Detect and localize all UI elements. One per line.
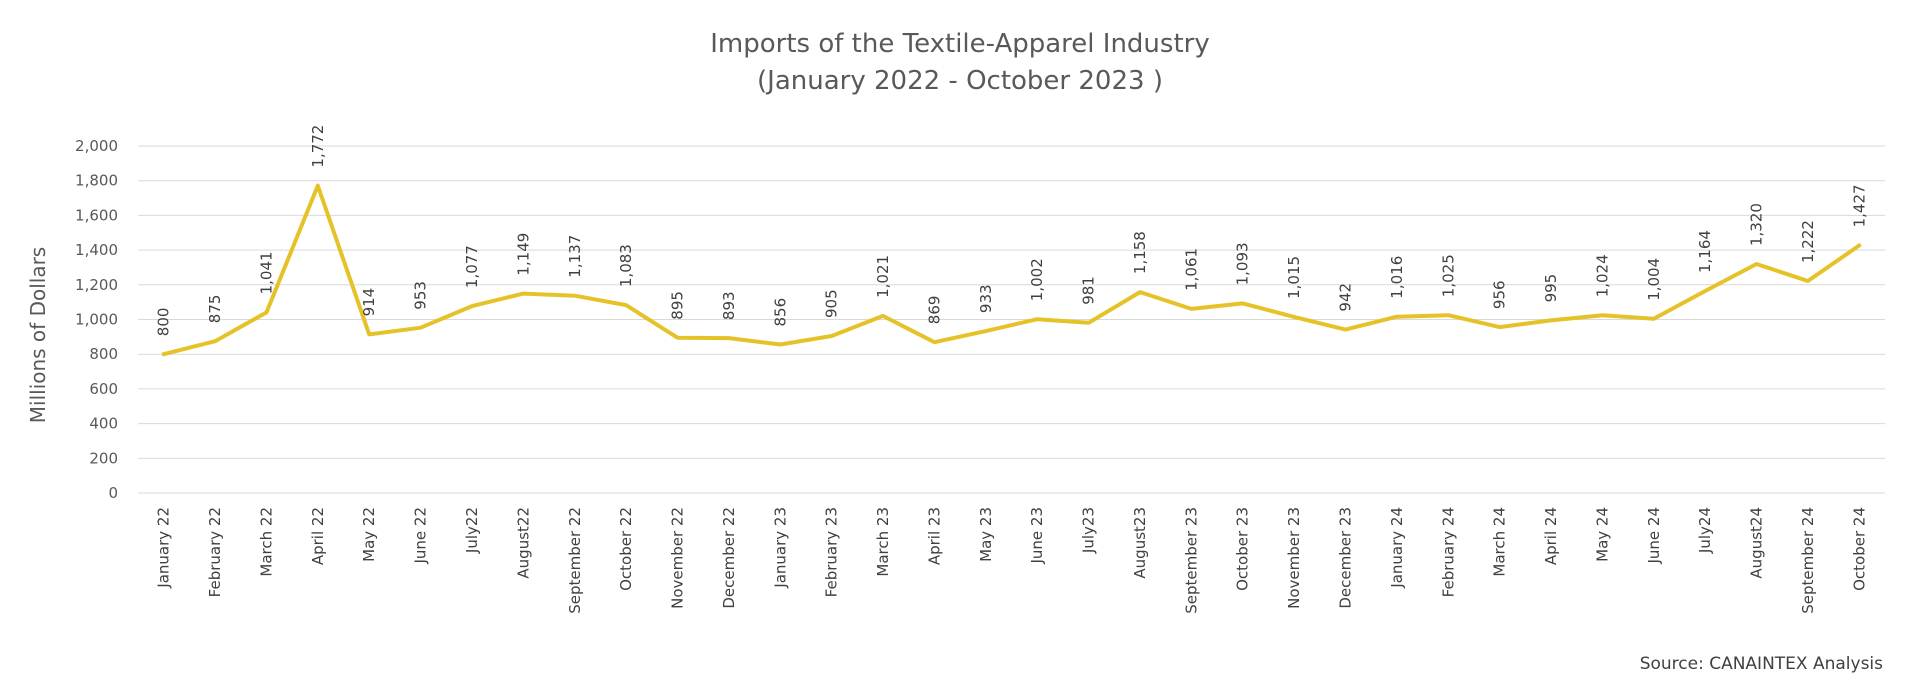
data-label: 995 — [1542, 274, 1560, 303]
gridlines — [138, 145, 1885, 494]
x-tick-label: April 23 — [925, 507, 943, 565]
data-label: 981 — [1080, 276, 1098, 305]
data-label: 953 — [412, 281, 430, 310]
y-tick-label: 200 — [89, 449, 118, 467]
data-label: 956 — [1491, 280, 1509, 309]
y-tick-label: 1,200 — [75, 276, 118, 294]
x-tick-label: January 22 — [155, 507, 173, 589]
data-label: 1,041 — [258, 251, 276, 294]
x-tick-label: July22 — [463, 507, 481, 554]
x-tick-label: June 23 — [1028, 507, 1046, 565]
x-tick-label: July23 — [1080, 507, 1098, 554]
data-label: 1,002 — [1028, 258, 1046, 301]
data-label: 1,004 — [1645, 258, 1663, 301]
y-tick-label: 1,000 — [75, 311, 118, 329]
x-tick-label: September 23 — [1182, 507, 1200, 614]
chart-subtitle: (January 2022 - October 2023 ) — [757, 66, 1163, 96]
x-tick-label: June 22 — [412, 507, 430, 565]
data-label: 1,222 — [1799, 220, 1817, 263]
x-tick-label: November 22 — [669, 507, 687, 609]
series-line — [161, 183, 1862, 357]
y-axis-ticks: 0 200 400 600 800 1,000 1,200 1,400 1,600 1,800 2,… — [75, 137, 118, 502]
data-label: 1,164 — [1696, 230, 1714, 273]
x-tick-label: December 23 — [1337, 507, 1355, 609]
data-label: 1,149 — [514, 233, 532, 276]
x-tick-label: October 22 — [617, 507, 635, 591]
x-axis-ticks: January 22 February 22 March 22 April 22 May… — [155, 507, 1869, 614]
data-label: 895 — [669, 291, 687, 320]
data-label: 933 — [977, 284, 995, 313]
data-label: 1,320 — [1748, 203, 1766, 246]
x-tick-label: May 24 — [1593, 507, 1611, 562]
data-label: 1,025 — [1439, 254, 1457, 297]
x-tick-label: August24 — [1748, 507, 1766, 579]
series-layer — [161, 183, 1862, 357]
data-label: 875 — [206, 295, 224, 324]
data-labels: 800 875 1,041 1,772 914 953 1,077 1,149 1,137 1,0… — [155, 125, 1869, 337]
x-tick-label: April 24 — [1542, 507, 1560, 565]
chart-title: Imports of the Textile-Apparel Industry — [710, 29, 1209, 59]
x-tick-label: February 23 — [823, 507, 841, 597]
x-tick-label: September 22 — [566, 507, 584, 614]
data-label: 893 — [720, 291, 738, 320]
data-label: 1,061 — [1182, 248, 1200, 291]
data-label: 869 — [925, 296, 943, 325]
y-tick-label: 0 — [108, 484, 118, 502]
x-tick-label: May 23 — [977, 507, 995, 562]
x-tick-label: May 22 — [360, 507, 378, 562]
data-label: 1,083 — [617, 244, 635, 287]
x-tick-label: September 24 — [1799, 507, 1817, 614]
x-tick-label: November 23 — [1285, 507, 1303, 609]
x-tick-label: December 22 — [720, 507, 738, 609]
x-tick-label: February 24 — [1439, 507, 1457, 597]
data-label: 1,021 — [874, 255, 892, 298]
y-tick-label: 400 — [89, 415, 118, 433]
data-label: 1,077 — [463, 245, 481, 288]
x-tick-label: January 24 — [1388, 507, 1406, 589]
y-tick-label: 800 — [89, 345, 118, 363]
x-tick-label: February 22 — [206, 507, 224, 597]
source-note: Source: CANAINTEX Analysis — [1640, 654, 1883, 674]
data-label: 942 — [1337, 283, 1355, 312]
data-label: 1,093 — [1234, 242, 1252, 285]
x-tick-label: August23 — [1131, 507, 1149, 579]
y-tick-label: 1,400 — [75, 241, 118, 259]
x-tick-label: March 23 — [874, 507, 892, 577]
x-tick-label: October 23 — [1234, 507, 1252, 591]
y-tick-label: 2,000 — [75, 137, 118, 155]
data-label: 1,772 — [309, 125, 327, 168]
x-tick-label: March 22 — [258, 507, 276, 577]
data-label: 914 — [360, 288, 378, 317]
x-tick-label: July24 — [1696, 507, 1714, 554]
y-tick-label: 600 — [89, 380, 118, 398]
y-tick-label: 1,800 — [75, 172, 118, 190]
x-tick-label: October 24 — [1850, 507, 1868, 591]
data-label: 1,427 — [1850, 184, 1868, 227]
data-label: 1,015 — [1285, 256, 1303, 299]
data-label: 1,137 — [566, 235, 584, 278]
data-label: 1,024 — [1593, 254, 1611, 297]
x-tick-label: January 23 — [771, 507, 789, 589]
data-label: 856 — [771, 298, 789, 327]
data-label: 1,158 — [1131, 231, 1149, 274]
y-axis-label: Millions of Dollars — [26, 247, 50, 423]
x-tick-label: March 24 — [1491, 507, 1509, 577]
x-tick-label: August22 — [514, 507, 532, 579]
data-label: 905 — [823, 289, 841, 318]
y-tick-label: 1,600 — [75, 206, 118, 224]
x-tick-label: June 24 — [1645, 507, 1663, 565]
x-tick-label: April 22 — [309, 507, 327, 565]
data-label: 1,016 — [1388, 256, 1406, 299]
data-label: 800 — [155, 308, 173, 337]
